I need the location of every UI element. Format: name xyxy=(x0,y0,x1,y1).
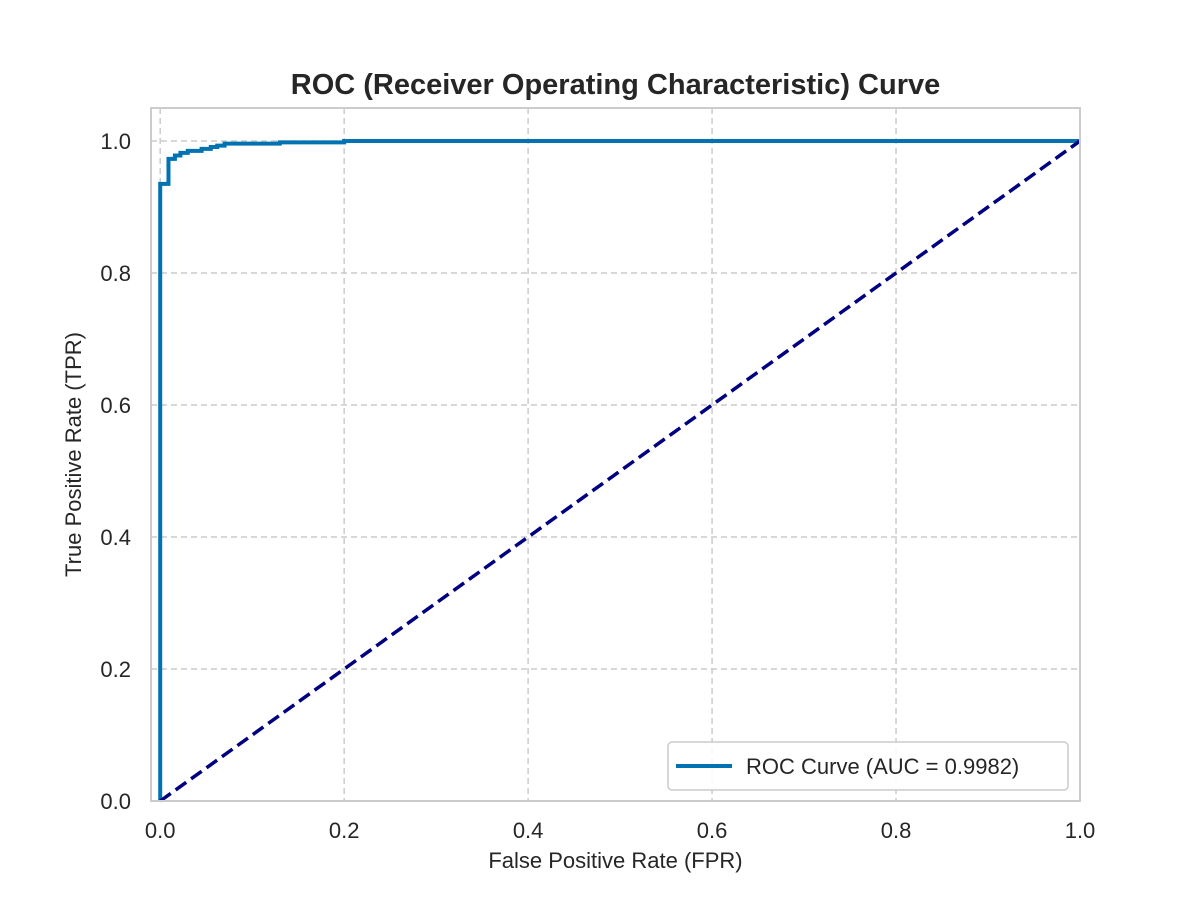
grid-lines xyxy=(151,108,1081,802)
y-tick-label: 0.6 xyxy=(100,393,131,418)
x-tick-label: 0.8 xyxy=(881,818,912,843)
legend-label: ROC Curve (AUC = 0.9982) xyxy=(746,754,1019,779)
x-tick-label: 1.0 xyxy=(1065,818,1096,843)
y-axis-label: True Positive Rate (TPR) xyxy=(61,332,86,577)
y-tick-label: 0.4 xyxy=(100,525,131,550)
roc-curve-line xyxy=(158,139,1080,801)
tick-labels: 0.0 0.2 0.4 0.6 0.8 1.0 0.0 0.2 0.4 0.6 0.8 1.0 xyxy=(100,129,1095,843)
x-tick-label: 0.6 xyxy=(697,818,728,843)
y-tick-label: 0.0 xyxy=(100,789,131,814)
x-tick-label: 0.0 xyxy=(145,818,176,843)
x-tick-label: 0.2 xyxy=(329,818,360,843)
x-tick-label: 0.4 xyxy=(513,818,544,843)
series-lines xyxy=(158,139,1082,803)
legend-box xyxy=(667,741,1069,791)
y-tick-label: 0.2 xyxy=(100,657,131,682)
plot-frame xyxy=(150,107,1081,802)
y-tick-label: 0.8 xyxy=(100,261,131,286)
legend: ROC Curve (AUC = 0.9982) xyxy=(667,741,1069,791)
chart-title: ROC (Receiver Operating Characteristic) … xyxy=(291,69,941,101)
x-axis-label: False Positive Rate (FPR) xyxy=(488,848,742,873)
y-tick-label: 1.0 xyxy=(100,129,131,154)
random-baseline-line xyxy=(159,139,1082,803)
